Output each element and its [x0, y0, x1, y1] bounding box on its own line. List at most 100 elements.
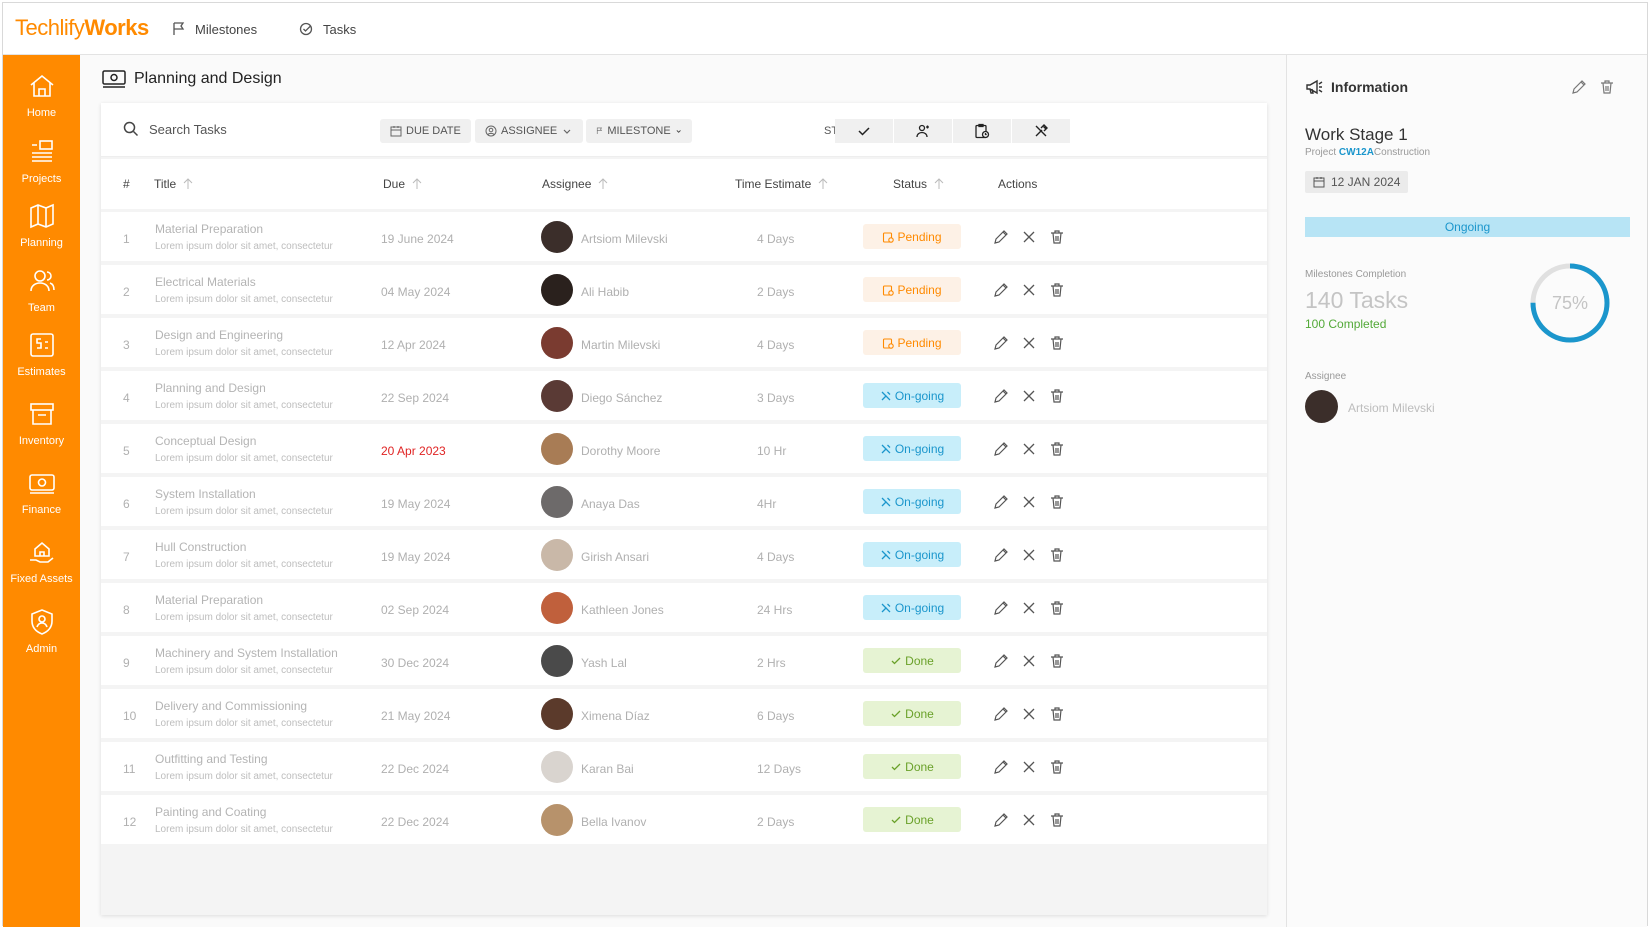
table-row[interactable]: 5 Conceptual Design Lorem ipsum dolor sit …	[101, 424, 1267, 473]
edit-icon[interactable]	[993, 494, 1009, 510]
avatar[interactable]	[541, 539, 573, 571]
delete-icon[interactable]	[1049, 229, 1065, 245]
table-row[interactable]: 10 Delivery and Commissioning Lorem ipsum …	[101, 689, 1267, 738]
header-assignee[interactable]: Assignee	[542, 177, 609, 191]
delete-icon[interactable]	[1049, 494, 1065, 510]
avatar[interactable]	[541, 221, 573, 253]
close-icon[interactable]	[1021, 653, 1037, 669]
table-row[interactable]: 1 Material Preparation Lorem ipsum dolor s…	[101, 212, 1267, 261]
status-badge[interactable]: Done	[863, 754, 961, 779]
status-filter-assigned[interactable]	[894, 119, 952, 143]
task-title[interactable]: Planning and Design	[155, 381, 266, 395]
edit-icon[interactable]	[993, 706, 1009, 722]
table-row[interactable]: 6 System Installation Lorem ipsum dolor si…	[101, 477, 1267, 526]
close-icon[interactable]	[1021, 335, 1037, 351]
delete-icon[interactable]	[1049, 388, 1065, 404]
avatar[interactable]	[541, 804, 573, 836]
nav-milestones[interactable]: Milestones	[171, 21, 257, 37]
milestone-filter[interactable]: MILESTONE	[586, 119, 692, 143]
delete-icon[interactable]	[1049, 759, 1065, 775]
status-filter-ongoing[interactable]	[1012, 119, 1070, 143]
status-badge[interactable]: Pending	[863, 224, 961, 249]
table-row[interactable]: 8 Material Preparation Lorem ipsum dolor s…	[101, 583, 1267, 632]
edit-icon[interactable]	[993, 653, 1009, 669]
close-icon[interactable]	[1021, 600, 1037, 616]
avatar[interactable]	[541, 486, 573, 518]
sidebar-item-team[interactable]: Team	[3, 266, 80, 314]
close-icon[interactable]	[1021, 494, 1037, 510]
table-row[interactable]: 11 Outfitting and Testing Lorem ipsum dolo…	[101, 742, 1267, 791]
table-row[interactable]: 12 Painting and Coating Lorem ipsum dolor …	[101, 795, 1267, 844]
sidebar-item-estimates[interactable]: Estimates	[3, 330, 80, 378]
status-badge[interactable]: On-going	[863, 542, 961, 567]
edit-icon[interactable]	[993, 388, 1009, 404]
task-title[interactable]: System Installation	[155, 487, 256, 501]
app-logo[interactable]: TechlifyWorks	[15, 15, 149, 40]
table-row[interactable]: 3 Design and Engineering Lorem ipsum dolor…	[101, 318, 1267, 367]
close-icon[interactable]	[1021, 388, 1037, 404]
status-badge[interactable]: On-going	[863, 489, 961, 514]
close-icon[interactable]	[1021, 441, 1037, 457]
table-row[interactable]: 9 Machinery and System Installation Lorem …	[101, 636, 1267, 685]
task-title[interactable]: Design and Engineering	[155, 328, 284, 342]
task-title[interactable]: Material Preparation	[155, 593, 264, 607]
task-title[interactable]: Painting and Coating	[155, 805, 267, 819]
search-input[interactable]: Search Tasks	[123, 121, 227, 137]
delete-icon[interactable]	[1049, 441, 1065, 457]
close-icon[interactable]	[1021, 759, 1037, 775]
nav-tasks[interactable]: Tasks	[299, 21, 356, 37]
status-badge[interactable]: On-going	[863, 436, 961, 461]
header-title[interactable]: Title	[154, 177, 194, 191]
delete-icon[interactable]	[1049, 653, 1065, 669]
table-row[interactable]: 2 Electrical Materials Lorem ipsum dolor s…	[101, 265, 1267, 314]
edit-icon[interactable]	[993, 759, 1009, 775]
table-row[interactable]: 4 Planning and Design Lorem ipsum dolor si…	[101, 371, 1267, 420]
avatar[interactable]	[541, 592, 573, 624]
table-row[interactable]: 7 Hull Construction Lorem ipsum dolor sit …	[101, 530, 1267, 579]
edit-icon[interactable]	[993, 335, 1009, 351]
avatar[interactable]	[541, 380, 573, 412]
edit-icon[interactable]	[993, 812, 1009, 828]
close-icon[interactable]	[1021, 229, 1037, 245]
edit-icon[interactable]	[993, 441, 1009, 457]
avatar[interactable]	[541, 645, 573, 677]
avatar[interactable]	[1305, 390, 1338, 423]
delete-icon[interactable]	[1049, 600, 1065, 616]
close-icon[interactable]	[1021, 706, 1037, 722]
avatar[interactable]	[541, 274, 573, 306]
edit-icon[interactable]	[993, 547, 1009, 563]
task-title[interactable]: Electrical Materials	[155, 275, 256, 289]
status-filter-pending[interactable]	[953, 119, 1011, 143]
avatar[interactable]	[541, 327, 573, 359]
edit-icon[interactable]	[993, 229, 1009, 245]
avatar[interactable]	[541, 751, 573, 783]
status-badge[interactable]: Pending	[863, 330, 961, 355]
edit-icon[interactable]	[993, 282, 1009, 298]
status-badge[interactable]: On-going	[863, 595, 961, 620]
due-date-filter[interactable]: DUE DATE	[380, 119, 471, 143]
task-title[interactable]: Hull Construction	[155, 540, 247, 554]
close-icon[interactable]	[1021, 282, 1037, 298]
task-title[interactable]: Outfitting and Testing	[155, 752, 268, 766]
status-badge[interactable]: Done	[863, 648, 961, 673]
task-title[interactable]: Delivery and Commissioning	[155, 699, 308, 713]
sidebar-item-finance[interactable]: Finance	[3, 468, 80, 516]
header-due[interactable]: Due	[383, 177, 423, 191]
header-status[interactable]: Status	[893, 177, 945, 191]
status-badge[interactable]: On-going	[863, 383, 961, 408]
avatar[interactable]	[541, 433, 573, 465]
task-title[interactable]: Material Preparation	[155, 222, 264, 236]
sidebar-item-home[interactable]: Home	[3, 71, 80, 119]
close-icon[interactable]	[1021, 812, 1037, 828]
delete-icon[interactable]	[1599, 79, 1615, 95]
sidebar-item-admin[interactable]: Admin	[3, 607, 80, 655]
delete-icon[interactable]	[1049, 335, 1065, 351]
sidebar-item-inventory[interactable]: Inventory	[3, 399, 80, 447]
status-filter-done[interactable]	[835, 119, 893, 143]
status-badge[interactable]: Pending	[863, 277, 961, 302]
header-estimate[interactable]: Time Estimate	[735, 177, 829, 191]
status-badge[interactable]: Done	[863, 807, 961, 832]
delete-icon[interactable]	[1049, 547, 1065, 563]
sidebar-item-projects[interactable]: Projects	[3, 137, 80, 185]
delete-icon[interactable]	[1049, 706, 1065, 722]
